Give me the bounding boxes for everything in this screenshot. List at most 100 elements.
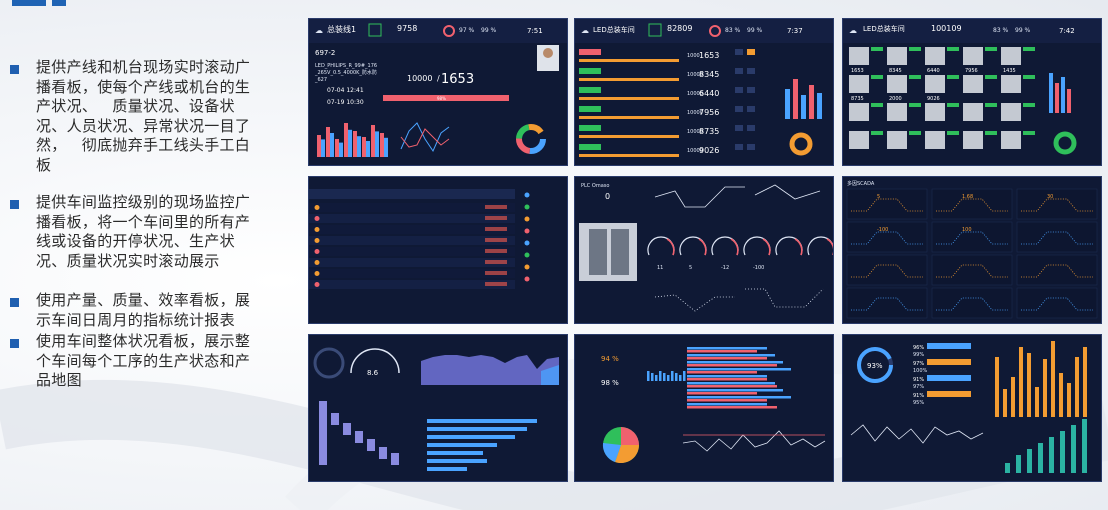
scada-value: 100 [962, 227, 972, 233]
machines-pct2: 99 % [1015, 27, 1031, 34]
svg-text:☁: ☁ [581, 26, 589, 35]
mini-bar [679, 375, 682, 381]
hbar [687, 368, 791, 371]
row-plan: 10000 [687, 148, 703, 154]
machine-image [849, 103, 869, 121]
hbar [687, 375, 767, 378]
machine-image [887, 103, 907, 121]
row-value-b: 95% [913, 400, 924, 406]
machine-image [849, 47, 869, 65]
machine-image [887, 75, 907, 93]
machine-value: 7956 [965, 68, 978, 74]
row-done: 7956 [699, 108, 719, 117]
row-cell [735, 49, 743, 55]
bar-mark [335, 139, 339, 157]
machine-status [871, 103, 883, 107]
waterfall-bar [379, 447, 387, 459]
bar-mark [1027, 353, 1031, 417]
mini-bar [667, 375, 670, 381]
scada-cell [1016, 287, 1098, 319]
scada-line [1021, 264, 1093, 278]
machine-status [909, 131, 921, 135]
status-chip [579, 125, 601, 131]
bar-mark [1082, 419, 1087, 473]
output-waterfall [319, 401, 399, 465]
bar-mark [317, 135, 321, 157]
scada-line [936, 297, 1008, 311]
scada-value: -100 [877, 227, 888, 233]
hbar [427, 435, 515, 439]
machine-image [925, 131, 945, 149]
bullet-text: 使用产量、质量、效率看板，展示车间日周月的指标统计报表 [36, 291, 251, 329]
table-row [309, 225, 515, 234]
hbar [687, 350, 757, 353]
row-progress [579, 135, 679, 138]
machine-status [947, 75, 959, 79]
dashboard-screenshot-quality: 94 % 98 % [574, 334, 834, 482]
row-status-dot [314, 227, 320, 232]
bar-mark [1075, 357, 1079, 417]
line-plan: 10000 [407, 74, 432, 83]
bar-mark [339, 142, 343, 157]
quality-mini-bars [647, 371, 686, 381]
bar-mark [1038, 443, 1043, 473]
row-value-a: 91% [913, 377, 924, 383]
machine-image [963, 47, 983, 65]
row-done: 8735 [699, 127, 719, 136]
bar-mark [1016, 455, 1021, 473]
hbar [687, 354, 775, 357]
feature-bullet-list: 提供产线和机台现场实时滚动广播看板，使每个产线或机台的生产状况、 质量状况、设备… [10, 58, 270, 409]
dashboard-screenshot-machines: ☁ LED总装车间 100109 83 % 99 % 7:42 1653 8345… [842, 18, 1102, 166]
bullet-text: 提供车间监控级别的现场监控广播看板，将一个车间里的所有产线或设备的开停状况、生产… [36, 193, 251, 270]
bullet-item: 使用产量、质量、效率看板，展示车间日周月的指标统计报表 [10, 291, 270, 330]
svg-text:_265V_0.5_4000K_防水防: _265V_0.5_4000K_防水防 [314, 69, 377, 76]
row-cell [735, 87, 743, 93]
output-gauge-value: 8.6 [367, 369, 379, 377]
row-done: 8345 [699, 70, 719, 79]
gauge-arc [647, 236, 675, 256]
row-cell [485, 227, 507, 231]
row-plan: 10000 [687, 91, 703, 97]
gauge-value: 5 [689, 265, 692, 271]
header-accent-bar-small [52, 0, 66, 6]
table-rows [309, 203, 515, 289]
line-output: 9758 [397, 24, 417, 33]
bullet-square-icon [10, 298, 19, 307]
status-dot [524, 216, 530, 222]
bar-mark [1019, 347, 1023, 417]
machine-image [1001, 47, 1021, 65]
svg-text:_627: _627 [314, 77, 327, 83]
mini-bar [675, 373, 678, 381]
bar-mark [344, 123, 348, 157]
row-cell [735, 144, 743, 150]
status-dot [524, 252, 530, 258]
row-cell [747, 87, 755, 93]
gauge-alarm-arc [666, 238, 675, 256]
scada-line-grid: 5 1.68 30 -100 100 [846, 188, 1098, 319]
gauge-alarm-arc [794, 238, 803, 256]
machine-status [909, 47, 921, 51]
row-cell [735, 106, 743, 112]
bar-mark [1005, 463, 1010, 473]
quality-hbars [687, 347, 791, 409]
row-value-b: 100% [913, 368, 928, 374]
table-row [309, 203, 515, 212]
bar-mark [1043, 359, 1047, 417]
line-time: 7:51 [527, 27, 543, 35]
bullet-square-icon [10, 65, 19, 74]
row-progress [579, 78, 679, 81]
hbar [687, 389, 783, 392]
status-chip [579, 49, 601, 55]
machine-value: 8735 [851, 96, 864, 102]
gauge-value: 11 [657, 265, 663, 271]
bar-mark [348, 129, 352, 157]
machine-status [1023, 75, 1035, 79]
line-title: 总装线1 [327, 24, 356, 34]
gauge-value: -100 [753, 265, 764, 271]
mini-bar [651, 373, 654, 381]
row-value-a: 91% [913, 393, 924, 399]
bar-mark [1083, 347, 1087, 417]
workshop-title: LED总装车间 [593, 25, 635, 34]
scada-cell [1016, 188, 1098, 220]
machine-status [871, 131, 883, 135]
